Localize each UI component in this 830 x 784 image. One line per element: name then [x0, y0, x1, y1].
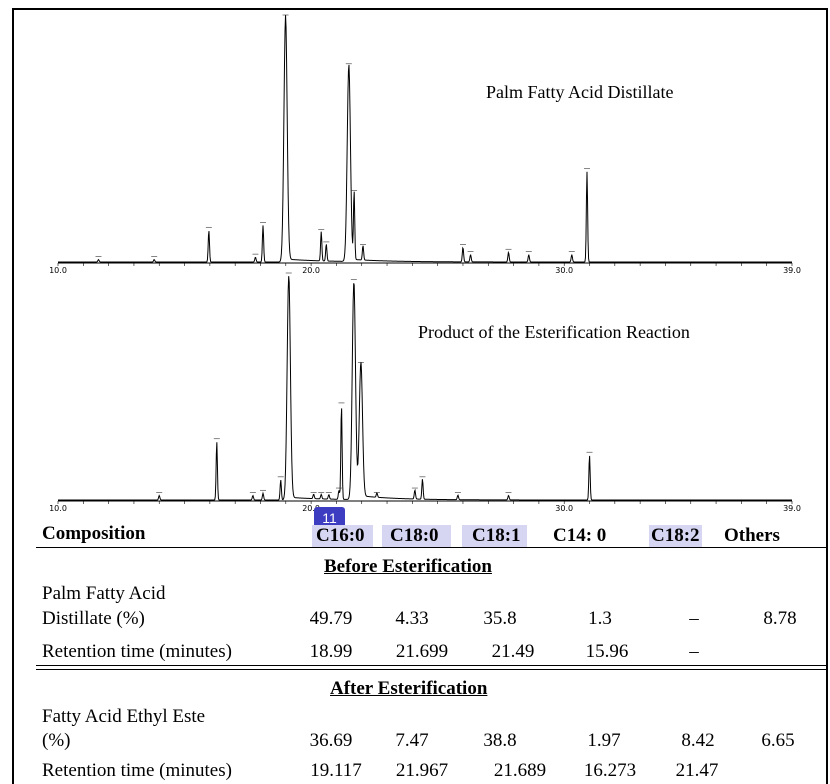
- before-rt-c18-1: 21.49: [491, 641, 535, 662]
- row-label-after-1: Fatty Acid Ethyl Este: [42, 706, 206, 727]
- after-rt-c14-0: 16.273: [583, 760, 637, 781]
- header-rule: [36, 547, 828, 548]
- before-pct-c18-1: 35.8: [483, 608, 517, 629]
- before-rt-c18-2: –: [689, 641, 699, 662]
- row-label-after-rt: Retention time (minutes): [42, 760, 232, 781]
- chart-title-bottom: Product of the Esterification Reaction: [418, 322, 690, 342]
- row-label-after-2: (%): [42, 730, 71, 751]
- before-rt-c16-0: 18.99: [309, 641, 353, 662]
- row-label-before-2: Distillate (%): [42, 608, 145, 629]
- after-pct-c16-0: 36.69: [309, 730, 353, 751]
- after-pct-c18-2: 8.42: [681, 730, 715, 751]
- section-before: Before Esterification: [324, 556, 492, 577]
- header-composition: Composition: [42, 523, 146, 544]
- before-pct-c16-0: 49.79: [309, 608, 353, 629]
- header-c14-0: C14: 0: [553, 525, 607, 546]
- after-pct-others: 6.65: [761, 730, 795, 751]
- x-tick-label: 10.0: [49, 266, 67, 275]
- chart-title-top: Palm Fatty Acid Distillate: [486, 82, 674, 102]
- x-tick-label: 30.0: [555, 504, 573, 513]
- row-label-before-1: Palm Fatty Acid: [42, 583, 166, 604]
- signal-trace: [58, 15, 792, 263]
- before-pct-c14-0: 1.3: [588, 608, 612, 629]
- header-c18-1: C18:1: [462, 525, 527, 547]
- header-others: Others: [724, 525, 780, 546]
- x-tick-label: 20.0: [302, 266, 320, 275]
- x-tick-label: 20.0: [302, 504, 320, 513]
- section-rule-1: [36, 665, 828, 666]
- header-c16-0: C16:0: [312, 525, 373, 547]
- chromatograms: 10.0 20.0 30.0 39.0 10.0 20.0 30.0 39.0: [49, 14, 801, 513]
- after-rt-c18-2: 21.47: [675, 760, 719, 781]
- signal-trace: [58, 276, 792, 501]
- after-rt-c18-1: 21.689: [493, 760, 547, 781]
- row-label-before-rt: Retention time (minutes): [42, 641, 232, 662]
- section-after: After Esterification: [330, 678, 488, 699]
- before-pct-others: 8.78: [763, 608, 797, 629]
- before-rt-c14-0: 15.96: [585, 641, 629, 662]
- before-pct-c18-2: –: [689, 608, 699, 629]
- chromatogram-top: 10.0 20.0 30.0 39.0: [49, 14, 801, 275]
- header-c18-0: C18:0: [382, 525, 451, 547]
- figure-frame: [12, 8, 828, 784]
- before-rt-c18-0: 21.699: [395, 641, 449, 662]
- before-pct-c18-0: 4.33: [395, 608, 429, 629]
- section-rule-2: [36, 669, 828, 670]
- after-pct-c18-0: 7.47: [395, 730, 429, 751]
- chromatogram-bottom: 10.0 20.0 30.0 39.0: [49, 272, 801, 513]
- header-c18-2: C18:2: [649, 525, 702, 547]
- x-tick-label: 39.0: [783, 266, 801, 275]
- annotation-badge: 11: [314, 507, 345, 529]
- after-rt-c18-0: 21.967: [395, 760, 449, 781]
- x-tick-label: 30.0: [555, 266, 573, 275]
- x-tick-label: 10.0: [49, 504, 67, 513]
- after-pct-c14-0: 1.97: [587, 730, 621, 751]
- after-pct-c18-1: 38.8: [483, 730, 517, 751]
- x-tick-label: 39.0: [783, 504, 801, 513]
- after-rt-c16-0: 19.117: [310, 760, 362, 781]
